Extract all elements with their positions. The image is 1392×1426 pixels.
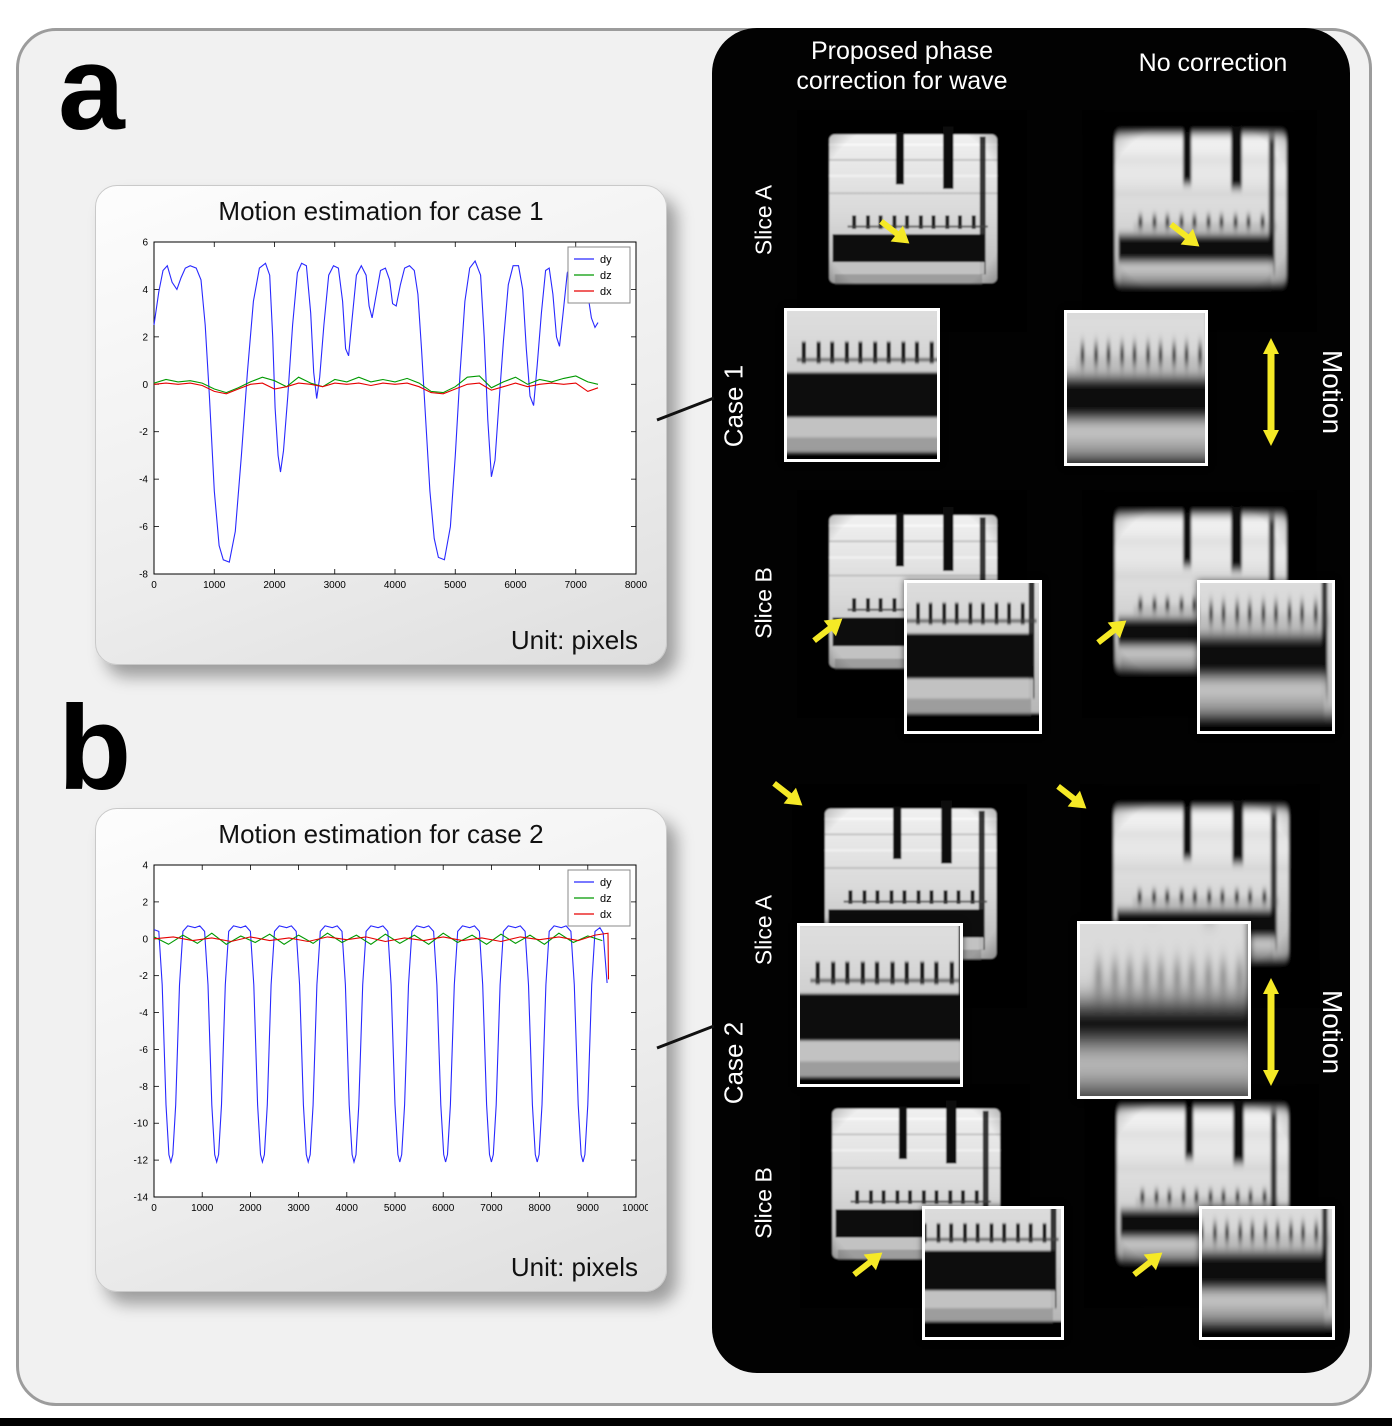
motion-chart-card-case1: Motion estimation for case 1 0 1000 2000 30…: [95, 185, 667, 665]
y-tick-label: -2: [139, 427, 148, 438]
y-tick-label: 0: [142, 380, 148, 391]
y-tick-label: -6: [139, 1045, 148, 1056]
motion-chart-case2: 0 1000 2000 3000 4000 5000 6000 7000 8000 9000 100…: [134, 861, 648, 1215]
pointer-arrow-icon: [806, 607, 852, 651]
mri-image-case1-sliceA-corrected: [797, 110, 1027, 332]
x-tick-label: 9000: [577, 1203, 600, 1214]
double-arrow-icon: [1263, 978, 1279, 1086]
motion-chart-case1: 0 1000 2000 3000 4000 5000 6000 7000 8000 -8 -6 -4 -…: [139, 238, 648, 592]
bottom-rule: [0, 1418, 1392, 1426]
y-tick-label: 6: [142, 238, 148, 249]
y-tick-label: 2: [142, 897, 148, 908]
zoom-inset-case1-sliceA-corrected: [784, 308, 940, 462]
series-dx-line: [153, 382, 599, 395]
legend-label: dy: [600, 254, 612, 266]
mri-image-case1-sliceA-uncorrected: [1082, 110, 1317, 332]
x-tick-label: 10000: [622, 1203, 648, 1214]
zoom-inset-case1-sliceB-corrected: [904, 580, 1042, 734]
motion-annotation-case2: Motion: [1260, 978, 1370, 1088]
series-dx-line: [153, 932, 610, 980]
y-tick-label: -14: [134, 1193, 149, 1204]
x-tick-label: 7000: [480, 1203, 503, 1214]
column-header-corrected: Proposed phase correction for wave: [796, 37, 1008, 95]
legend-label: dz: [600, 270, 612, 282]
y-tick-label: -4: [139, 1008, 148, 1019]
motion-chart-card-case2: Motion estimation for case 2 0 1000 2000 30…: [95, 808, 667, 1292]
row-label-case1-sliceB: Slice B: [750, 567, 777, 639]
zoom-inset-case2-sliceB-uncorrected: [1199, 1206, 1335, 1340]
unit-label-case2: Unit: pixels: [510, 1252, 638, 1282]
x-tick-label: 3000: [287, 1203, 310, 1214]
legend-label: dy: [600, 877, 612, 889]
legend-label: dx: [600, 286, 612, 298]
row-label-case2-sliceB: Slice B: [750, 1167, 777, 1239]
pointer-arrow-icon: [846, 1241, 892, 1285]
mri-results-panel: Proposed phase correction for wave No co…: [712, 28, 1350, 1373]
y-tick-label: -8: [139, 1082, 148, 1093]
x-tick-label: 2000: [263, 580, 286, 591]
column-header-uncorrected: No correction: [1138, 49, 1288, 77]
y-tick-label: 0: [142, 934, 148, 945]
series-dy-line: [153, 259, 599, 563]
x-tick-label: 1000: [203, 580, 226, 591]
x-tick-label: 5000: [384, 1203, 407, 1214]
row-label-case1-sliceA: Slice A: [750, 184, 777, 256]
chart-title-case2: Motion estimation for case 2: [218, 819, 544, 849]
pointer-arrow-icon: [1090, 609, 1136, 653]
x-tick-label: 0: [151, 580, 157, 591]
y-tick-label: -6: [139, 522, 148, 533]
unit-label-case1: Unit: pixels: [510, 625, 638, 655]
y-tick-label: -10: [134, 1119, 149, 1130]
pointer-arrow-icon: [1050, 776, 1096, 820]
panel-label-b: b: [58, 681, 132, 815]
zoom-inset-case1-sliceB-uncorrected: [1197, 580, 1335, 734]
pointer-arrow-icon: [766, 773, 812, 817]
double-arrow-icon: [1263, 338, 1279, 446]
y-tick-label: -12: [134, 1156, 149, 1167]
motion-label: Motion: [1317, 989, 1348, 1075]
zoom-inset-case2-sliceA-corrected: [797, 923, 963, 1087]
x-tick-label: 4000: [384, 580, 407, 591]
motion-label: Motion: [1317, 349, 1348, 435]
x-tick-label: 8000: [625, 580, 648, 591]
x-tick-label: 7000: [565, 580, 588, 591]
y-tick-label: 4: [142, 861, 148, 872]
y-tick-label: 4: [142, 285, 148, 296]
panel-label-a: a: [58, 21, 125, 155]
pointer-arrow-icon: [1126, 1241, 1172, 1285]
pointer-arrow-icon: [1163, 214, 1209, 258]
x-tick-label: 2000: [239, 1203, 262, 1214]
legend-label: dx: [600, 909, 612, 921]
x-tick-label: 4000: [336, 1203, 359, 1214]
y-tick-label: 2: [142, 332, 148, 343]
x-tick-label: 0: [151, 1203, 157, 1214]
legend-label: dz: [600, 893, 612, 905]
row-label-case2-sliceA: Slice A: [750, 894, 777, 966]
pointer-arrow-icon: [873, 211, 919, 255]
x-tick-label: 8000: [528, 1203, 551, 1214]
x-tick-label: 6000: [504, 580, 527, 591]
x-tick-label: 3000: [324, 580, 347, 591]
x-tick-label: 6000: [432, 1203, 455, 1214]
zoom-inset-case2-sliceB-corrected: [922, 1206, 1064, 1340]
series-dy-line: [153, 925, 608, 1165]
y-tick-label: -8: [139, 570, 148, 581]
y-tick-label: -2: [139, 971, 148, 982]
chart-title-case1: Motion estimation for case 1: [218, 196, 544, 226]
zoom-inset-case1-sliceA-uncorrected: [1064, 310, 1208, 466]
series-dz-line: [153, 375, 599, 394]
motion-annotation-case1: Motion: [1260, 338, 1370, 448]
zoom-inset-case2-sliceA-uncorrected: [1077, 921, 1251, 1099]
x-tick-label: 5000: [444, 580, 467, 591]
x-tick-label: 1000: [191, 1203, 214, 1214]
y-tick-label: -4: [139, 475, 148, 486]
row-label-case2: Case 2: [718, 1021, 749, 1105]
row-label-case1: Case 1: [718, 364, 749, 448]
